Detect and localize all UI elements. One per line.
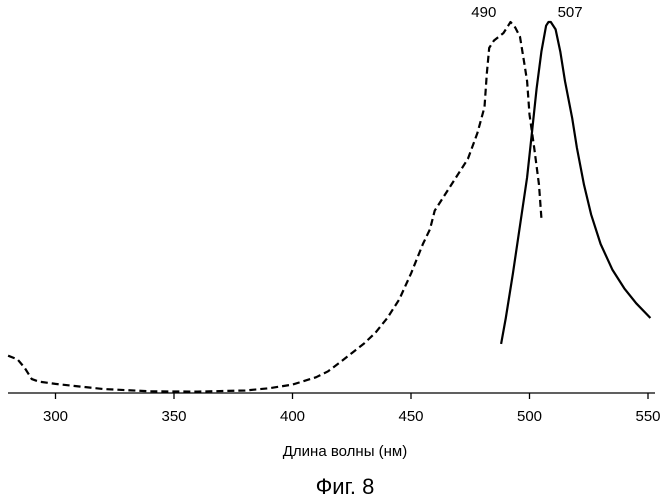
x-tick-label: 350 — [161, 408, 186, 425]
x-tick-label: 400 — [280, 408, 305, 425]
series-layer — [8, 22, 650, 392]
x-tick-label: 550 — [635, 408, 660, 425]
peak-annotation-layer: 490 507 — [471, 4, 582, 21]
figure-caption: Фиг. 8 — [316, 474, 375, 499]
x-axis-title: Длина волны (нм) — [283, 443, 407, 460]
peak-label: 490 — [471, 4, 496, 21]
peak-label: 507 — [558, 4, 583, 21]
x-tick-label: 300 — [43, 408, 68, 425]
dashed-spectrum-line — [8, 22, 541, 392]
solid-spectrum-line — [501, 22, 650, 344]
x-tick-layer: 300 350 400 450 500 550 — [43, 393, 661, 425]
x-tick-label: 500 — [517, 408, 542, 425]
x-tick-label: 450 — [398, 408, 423, 425]
